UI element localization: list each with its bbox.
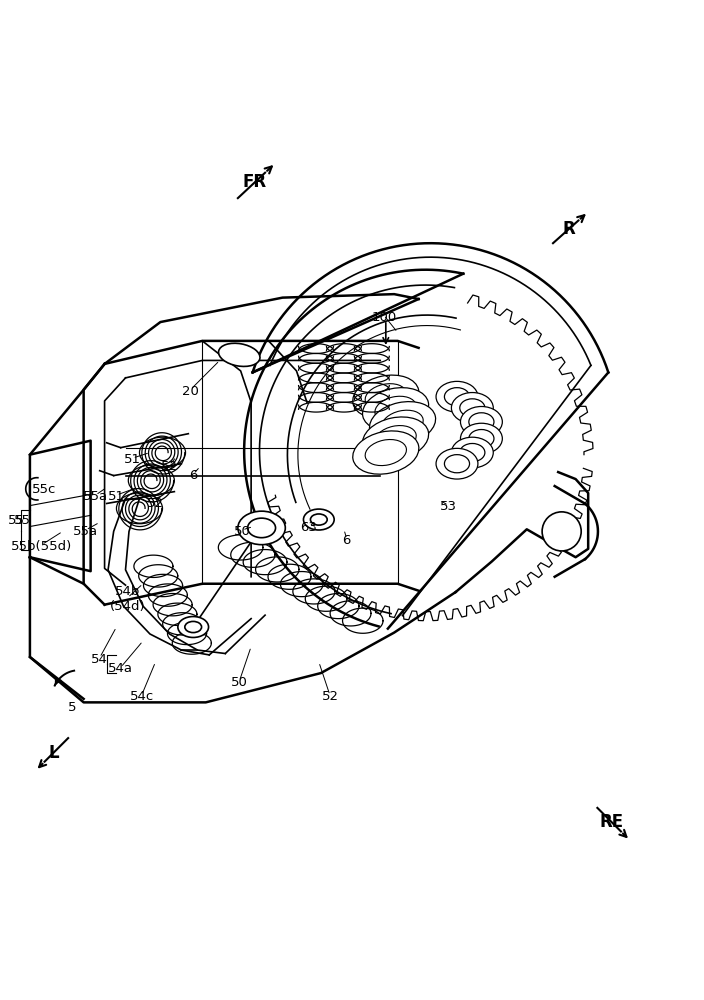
Ellipse shape (363, 388, 429, 431)
Text: 51: 51 (108, 490, 125, 503)
Ellipse shape (444, 455, 470, 473)
Ellipse shape (218, 343, 260, 366)
Ellipse shape (542, 512, 582, 551)
Text: 55: 55 (8, 514, 25, 527)
Ellipse shape (460, 423, 503, 454)
Text: RE: RE (600, 813, 624, 831)
Text: 54c: 54c (130, 690, 153, 703)
Text: 6: 6 (343, 534, 351, 547)
Ellipse shape (353, 375, 419, 418)
Ellipse shape (460, 399, 485, 417)
Text: 51: 51 (124, 453, 141, 466)
Ellipse shape (353, 431, 419, 474)
Ellipse shape (460, 406, 503, 437)
Text: 6: 6 (189, 469, 197, 482)
Ellipse shape (436, 448, 478, 479)
Ellipse shape (451, 437, 494, 468)
Ellipse shape (303, 509, 334, 530)
Text: 55b(55d): 55b(55d) (11, 540, 73, 553)
Text: 52: 52 (147, 497, 164, 510)
Ellipse shape (469, 430, 494, 448)
Text: 52: 52 (161, 460, 178, 473)
Text: 63: 63 (301, 521, 318, 534)
Text: 54b
(54d): 54b (54d) (110, 585, 146, 613)
Text: FR: FR (243, 173, 267, 191)
Ellipse shape (238, 511, 285, 545)
Text: 20: 20 (182, 385, 199, 398)
Ellipse shape (178, 617, 208, 637)
Text: 55a: 55a (73, 525, 99, 538)
Text: 5: 5 (68, 701, 76, 714)
Ellipse shape (436, 381, 478, 412)
Text: 55: 55 (15, 514, 32, 527)
Text: 55a: 55a (83, 490, 108, 503)
Ellipse shape (444, 388, 470, 406)
Text: R: R (562, 220, 575, 238)
Text: 53: 53 (440, 500, 457, 513)
Text: 54a: 54a (108, 662, 133, 675)
Text: L: L (49, 744, 59, 762)
Ellipse shape (248, 518, 275, 538)
Ellipse shape (451, 393, 494, 423)
Text: 52: 52 (322, 690, 339, 703)
Text: 50: 50 (231, 676, 248, 689)
Ellipse shape (469, 413, 494, 431)
Ellipse shape (370, 402, 436, 445)
Ellipse shape (460, 443, 485, 462)
Ellipse shape (363, 417, 429, 460)
Text: 50: 50 (234, 525, 251, 538)
Text: 54: 54 (92, 653, 108, 666)
Text: 100: 100 (371, 311, 396, 324)
Text: 55c: 55c (32, 483, 56, 496)
